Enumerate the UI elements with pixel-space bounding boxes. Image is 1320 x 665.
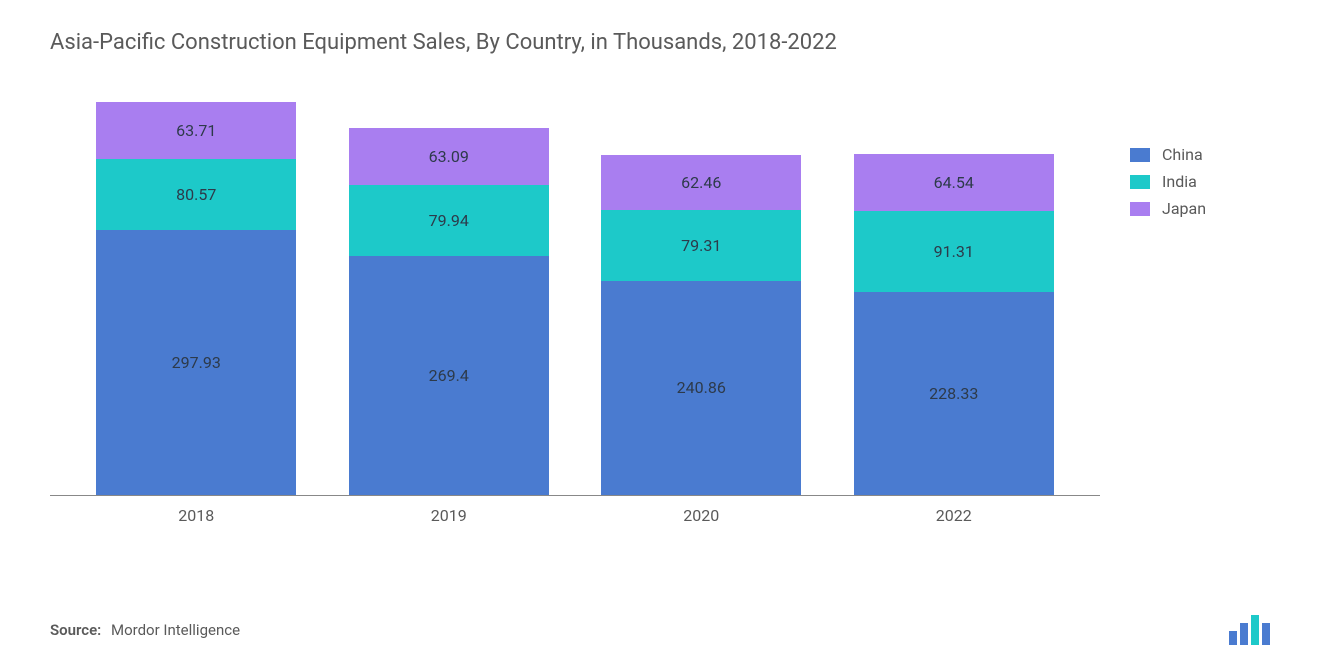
legend-item-india: India [1130,172,1270,191]
segment-value: 91.31 [934,242,974,261]
legend-swatch-icon [1130,175,1150,189]
segment-china-2022: 228.33 [854,292,1054,495]
category-label: 2020 [601,506,801,525]
segment-china-2020: 240.86 [601,281,801,495]
legend-label: China [1162,145,1203,164]
bar-2018: 63.71 80.57 297.93 [96,95,296,495]
segment-japan-2020: 62.46 [601,155,801,211]
segment-value: 64.54 [934,173,974,192]
bar-2019: 63.09 79.94 269.4 [349,95,549,495]
segment-value: 240.86 [677,378,726,397]
bars-row: 63.71 80.57 297.93 63.09 79.94 269.4 62.46 79.3… [50,95,1100,496]
segment-china-2019: 269.4 [349,256,549,495]
categories-row: 2018 2019 2020 2022 [50,496,1100,525]
segment-value: 63.09 [429,147,469,166]
bar-2020: 62.46 79.31 240.86 [601,95,801,495]
legend-item-japan: Japan [1130,199,1270,218]
brand-logo-icon [1229,615,1270,645]
footer: Source: Mordor Intelligence [50,615,1270,645]
legend-swatch-icon [1130,202,1150,216]
plot: 63.71 80.57 297.93 63.09 79.94 269.4 62.46 79.3… [50,95,1100,525]
segment-value: 62.46 [681,173,721,192]
legend-label: Japan [1162,199,1206,218]
segment-india-2018: 80.57 [96,159,296,231]
segment-value: 269.4 [429,366,469,385]
category-label: 2019 [349,506,549,525]
segment-china-2018: 297.93 [96,230,296,495]
category-label: 2018 [96,506,296,525]
source: Source: Mordor Intelligence [50,621,240,639]
source-value: Mordor Intelligence [111,621,240,639]
legend-label: India [1162,172,1197,191]
segment-value: 63.71 [176,121,216,140]
segment-india-2022: 91.31 [854,211,1054,292]
segment-value: 79.94 [429,211,469,230]
legend-swatch-icon [1130,148,1150,162]
segment-japan-2019: 63.09 [349,128,549,184]
legend-item-china: China [1130,145,1270,164]
source-label: Source: [50,621,101,639]
chart-area: 63.71 80.57 297.93 63.09 79.94 269.4 62.46 79.3… [50,95,1270,525]
chart-title: Asia-Pacific Construction Equipment Sale… [50,30,1270,55]
segment-value: 228.33 [929,384,978,403]
segment-japan-2022: 64.54 [854,154,1054,211]
segment-india-2020: 79.31 [601,210,801,280]
segment-value: 80.57 [176,185,216,204]
segment-value: 297.93 [172,353,221,372]
category-label: 2022 [854,506,1054,525]
legend: China India Japan [1100,95,1270,226]
segment-india-2019: 79.94 [349,185,549,256]
segment-japan-2018: 63.71 [96,102,296,159]
bar-2022: 64.54 91.31 228.33 [854,95,1054,495]
segment-value: 79.31 [681,236,721,255]
